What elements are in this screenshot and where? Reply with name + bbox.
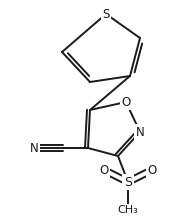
Text: S: S: [124, 175, 132, 189]
Text: S: S: [102, 7, 110, 21]
Text: O: O: [147, 164, 157, 177]
Text: O: O: [121, 95, 131, 108]
Text: N: N: [30, 142, 38, 155]
Text: N: N: [136, 125, 144, 138]
Text: O: O: [99, 164, 109, 177]
Text: CH₃: CH₃: [118, 205, 138, 215]
